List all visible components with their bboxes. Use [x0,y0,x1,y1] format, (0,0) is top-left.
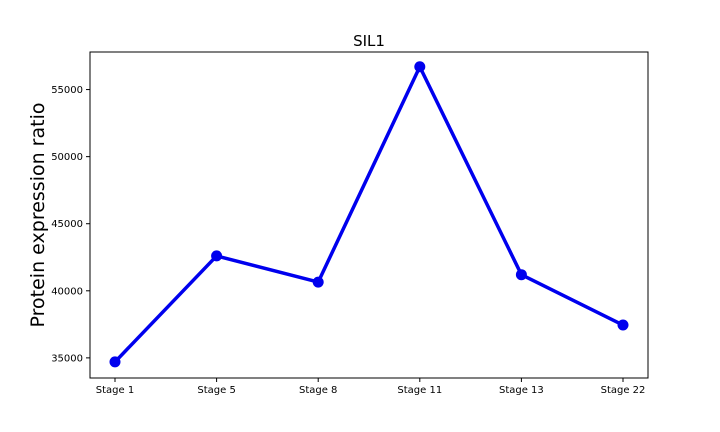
data-point [211,250,223,262]
x-tick-label: Stage 11 [397,385,442,396]
x-tick-label: Stage 1 [96,385,134,396]
data-point [414,61,426,73]
y-tick-label: 55000 [51,85,83,96]
y-tick-label: 35000 [51,353,83,364]
y-axis-label: Protein expression ratio [27,103,49,328]
y-axis: 35000 40000 45000 50000 55000 [51,85,90,364]
plot-frame [89,51,649,379]
x-tick-label: Stage 13 [499,385,544,396]
chart-title: SIL1 [353,32,385,50]
x-tick-label: Stage 8 [299,385,337,396]
data-point [515,269,527,281]
data-point [109,356,121,368]
x-tick-label: Stage 5 [197,385,235,396]
x-tick-label: Stage 22 [601,385,646,396]
data-point [312,276,324,288]
x-axis: Stage 1 Stage 5 Stage 8 Stage 11 Stage 13 Sta… [96,378,646,396]
series-line [113,65,625,364]
data-point [617,319,629,331]
y-tick-label: 40000 [51,286,83,297]
y-tick-label: 50000 [51,152,83,163]
y-tick-label: 45000 [51,219,83,230]
plot-series [109,61,629,368]
